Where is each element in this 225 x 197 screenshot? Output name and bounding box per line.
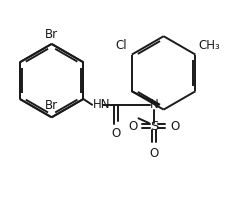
Text: O: O: [170, 120, 180, 133]
Text: O: O: [149, 147, 158, 160]
Text: O: O: [128, 120, 137, 133]
Text: CH₃: CH₃: [198, 39, 220, 52]
Text: Br: Br: [45, 99, 58, 112]
Text: Br: Br: [45, 28, 58, 41]
Text: O: O: [112, 127, 121, 140]
Text: N: N: [149, 98, 158, 111]
Text: S: S: [150, 120, 158, 133]
Text: Cl: Cl: [115, 39, 127, 52]
Text: HN: HN: [93, 98, 110, 111]
